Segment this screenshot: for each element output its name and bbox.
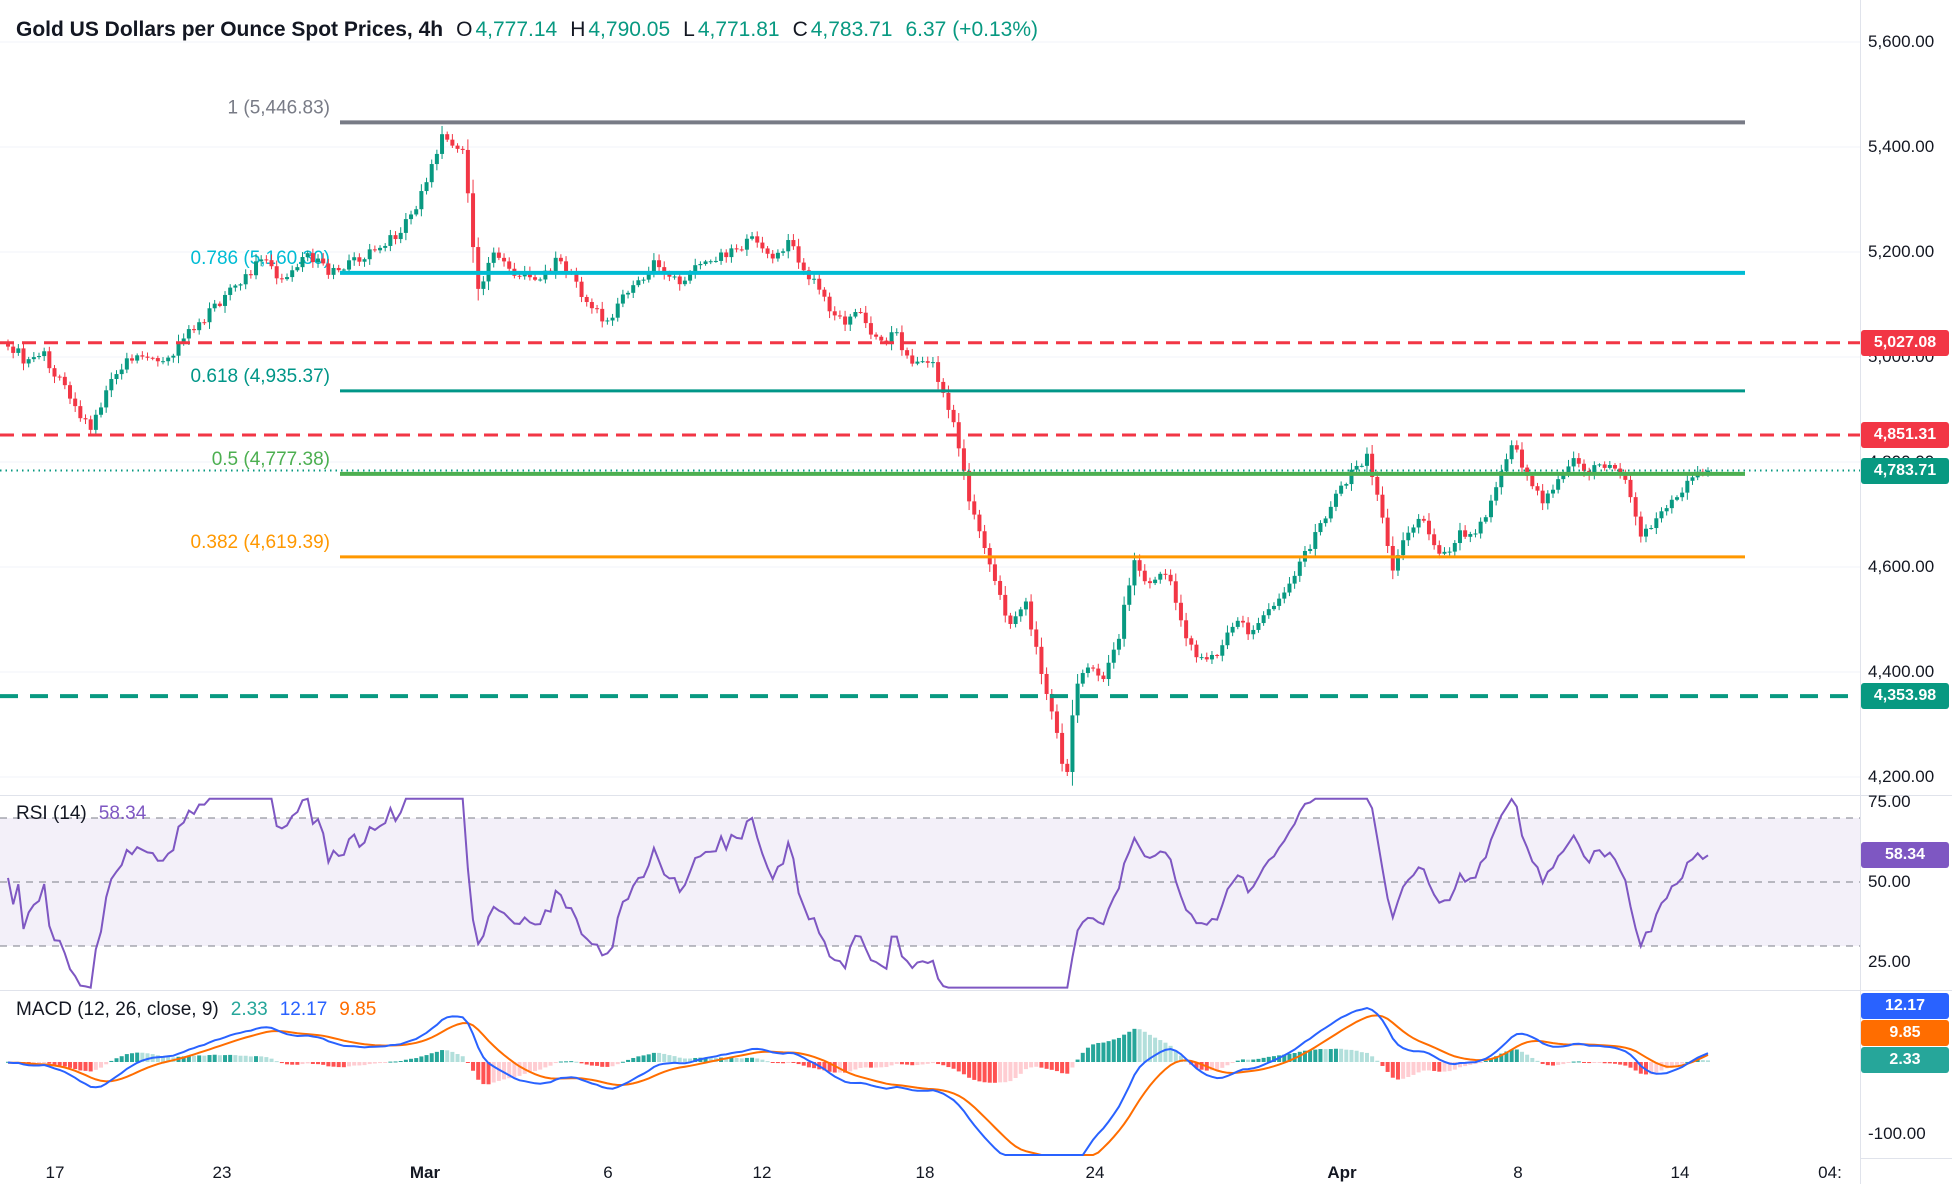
low-value: L 4,771.81 [683,18,780,41]
symbol-title: Gold US Dollars per Ounce Spot Prices, 4… [16,18,444,41]
macd-legend-values: 2.33 12.17 9.85 [231,999,377,1021]
time-label: 6 [603,1163,613,1182]
time-axis[interactable]: 17 23 Mar 6 12 18 24 Apr 8 14 04: [0,1158,1860,1184]
time-label: Mar [409,1163,441,1182]
axis-label: 75.00 [1868,792,1911,811]
price-line-badge: 5,027.08 [1861,329,1949,356]
time-label: Apr [1327,1163,1357,1182]
time-label: 12 [752,1163,772,1182]
axis-label: 25.00 [1868,952,1911,971]
fib-label[interactable]: 0.382 (4,619.39) [191,532,330,553]
fib-label[interactable]: 0.5 (4,777.38) [212,449,330,470]
axis-label: 4,200.00 [1868,767,1935,786]
main-price-pane[interactable]: 1 (5,446.83) 0.786 (5,160.30) 0.618 (4,935… [0,0,1860,795]
candles-series [6,125,1710,786]
time-label: 04: [1818,1163,1842,1182]
price-gridlines [0,41,1860,778]
macd-value-badge: 12.17 [1861,993,1949,1020]
high-value: H 4,790.05 [570,18,671,41]
axis-label: 50.00 [1868,872,1911,891]
price-axis[interactable]: 5,600.005,400.005,200.005,000.004,800.00… [1860,0,1952,1184]
pane-separator[interactable] [0,795,1952,796]
macd-value-badge: 9.85 [1861,1020,1949,1047]
macd-title: MACD (12, 26, close, 9) [16,999,219,1020]
fib-label[interactable]: 0.618 (4,935.37) [191,366,330,387]
price-line-badge: 4,851.31 [1861,422,1949,449]
price-axis-separator [1860,0,1861,1184]
overlay-lines[interactable] [0,120,1860,699]
pane-separator[interactable] [0,990,1952,991]
macd-line [7,1006,1709,1156]
time-label: 14 [1670,1163,1690,1182]
axis-label: -100.00 [1868,1124,1926,1143]
last-price-badge: 4,783.71 [1861,457,1949,484]
close-value: C 4,783.71 [792,18,893,41]
rsi-value-badge: 58.34 [1861,842,1949,869]
fib-labels[interactable]: 1 (5,446.83) 0.786 (5,160.30) 0.618 (4,935… [191,97,330,552]
axis-label: 5,400.00 [1868,137,1935,156]
macd-legend-value: 12.17 [279,999,328,1020]
rsi-legend[interactable]: RSI (14) 58.34 [16,803,146,825]
rsi-line [7,797,1709,989]
open-value: O 4,777.14 [456,18,558,41]
time-label: 18 [915,1163,935,1182]
rsi-title: RSI (14) [16,803,87,824]
time-label: 23 [212,1163,232,1182]
macd-legend-value: 2.33 [230,999,268,1020]
time-label: 8 [1513,1163,1523,1182]
time-label: 17 [45,1163,65,1182]
rsi-pane[interactable] [0,795,1860,990]
time-label: 24 [1085,1163,1105,1182]
axis-label: 5,600.00 [1868,32,1935,51]
axis-label: 5,200.00 [1868,242,1935,261]
axis-label: 4,400.00 [1868,662,1935,681]
price-line-badge: 4,353.98 [1861,683,1949,710]
macd-legend[interactable]: MACD (12, 26, close, 9) 2.33 12.17 9.85 [16,999,376,1021]
chart-legend[interactable]: Gold US Dollars per Ounce Spot Prices, 4… [16,18,1038,42]
change-value: 6.37 (+0.13%) [905,18,1038,41]
macd-value-badge: 2.33 [1861,1047,1949,1074]
macd-legend-value: 9.85 [339,999,377,1020]
rsi-legend-value: 58.34 [98,803,147,824]
fib-label[interactable]: 1 (5,446.83) [228,97,330,118]
macd-pane[interactable] [0,990,1860,1158]
axis-label: 4,600.00 [1868,557,1935,576]
macd-signal-line [7,1014,1709,1156]
fib-label[interactable]: 0.786 (5,160.30) [191,248,330,269]
